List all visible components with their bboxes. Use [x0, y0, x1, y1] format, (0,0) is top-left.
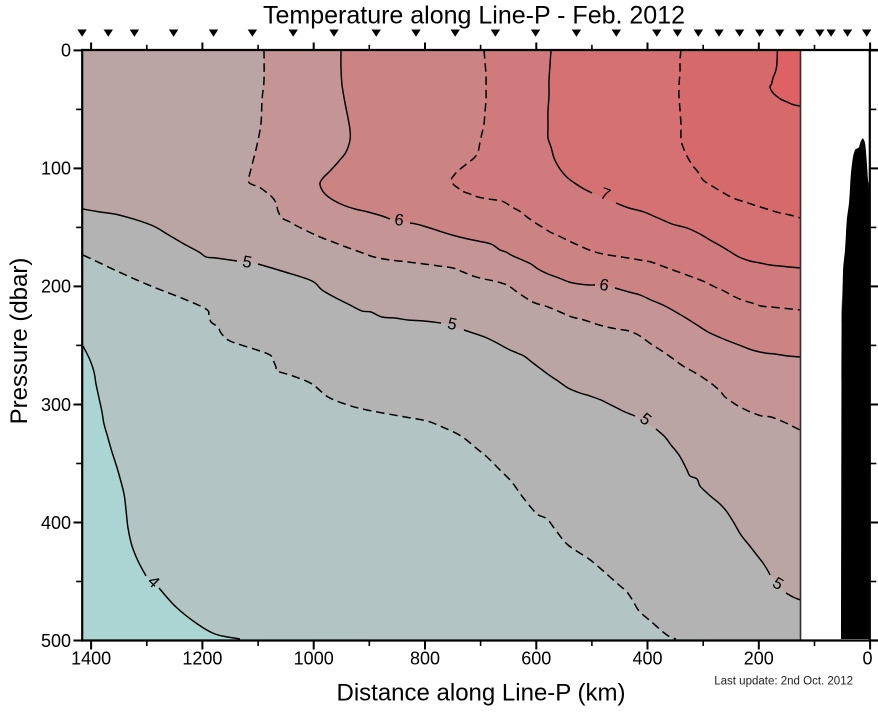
- svg-text:200: 200: [41, 277, 71, 297]
- svg-text:Last update: 2nd Oct. 2012: Last update: 2nd Oct. 2012: [714, 676, 853, 688]
- svg-text:5: 5: [241, 253, 253, 272]
- svg-text:400: 400: [632, 649, 662, 669]
- svg-text:6: 6: [598, 276, 610, 295]
- svg-text:Pressure (dbar): Pressure (dbar): [6, 258, 33, 425]
- svg-text:0: 0: [862, 649, 872, 669]
- svg-text:1400: 1400: [71, 649, 111, 669]
- svg-text:200: 200: [744, 649, 774, 669]
- svg-text:600: 600: [521, 649, 551, 669]
- svg-text:500: 500: [41, 631, 71, 651]
- svg-text:300: 300: [41, 395, 71, 415]
- svg-text:Temperature along Line-P - Feb: Temperature along Line-P - Feb. 2012: [263, 2, 685, 30]
- svg-text:Distance along Line-P (km): Distance along Line-P (km): [336, 680, 625, 707]
- svg-text:5: 5: [446, 315, 459, 335]
- svg-text:0: 0: [61, 41, 71, 61]
- svg-text:6: 6: [393, 211, 405, 230]
- svg-text:100: 100: [41, 159, 71, 179]
- svg-text:1000: 1000: [294, 649, 334, 669]
- svg-text:1200: 1200: [182, 649, 222, 669]
- svg-text:800: 800: [410, 649, 440, 669]
- svg-text:400: 400: [41, 513, 71, 533]
